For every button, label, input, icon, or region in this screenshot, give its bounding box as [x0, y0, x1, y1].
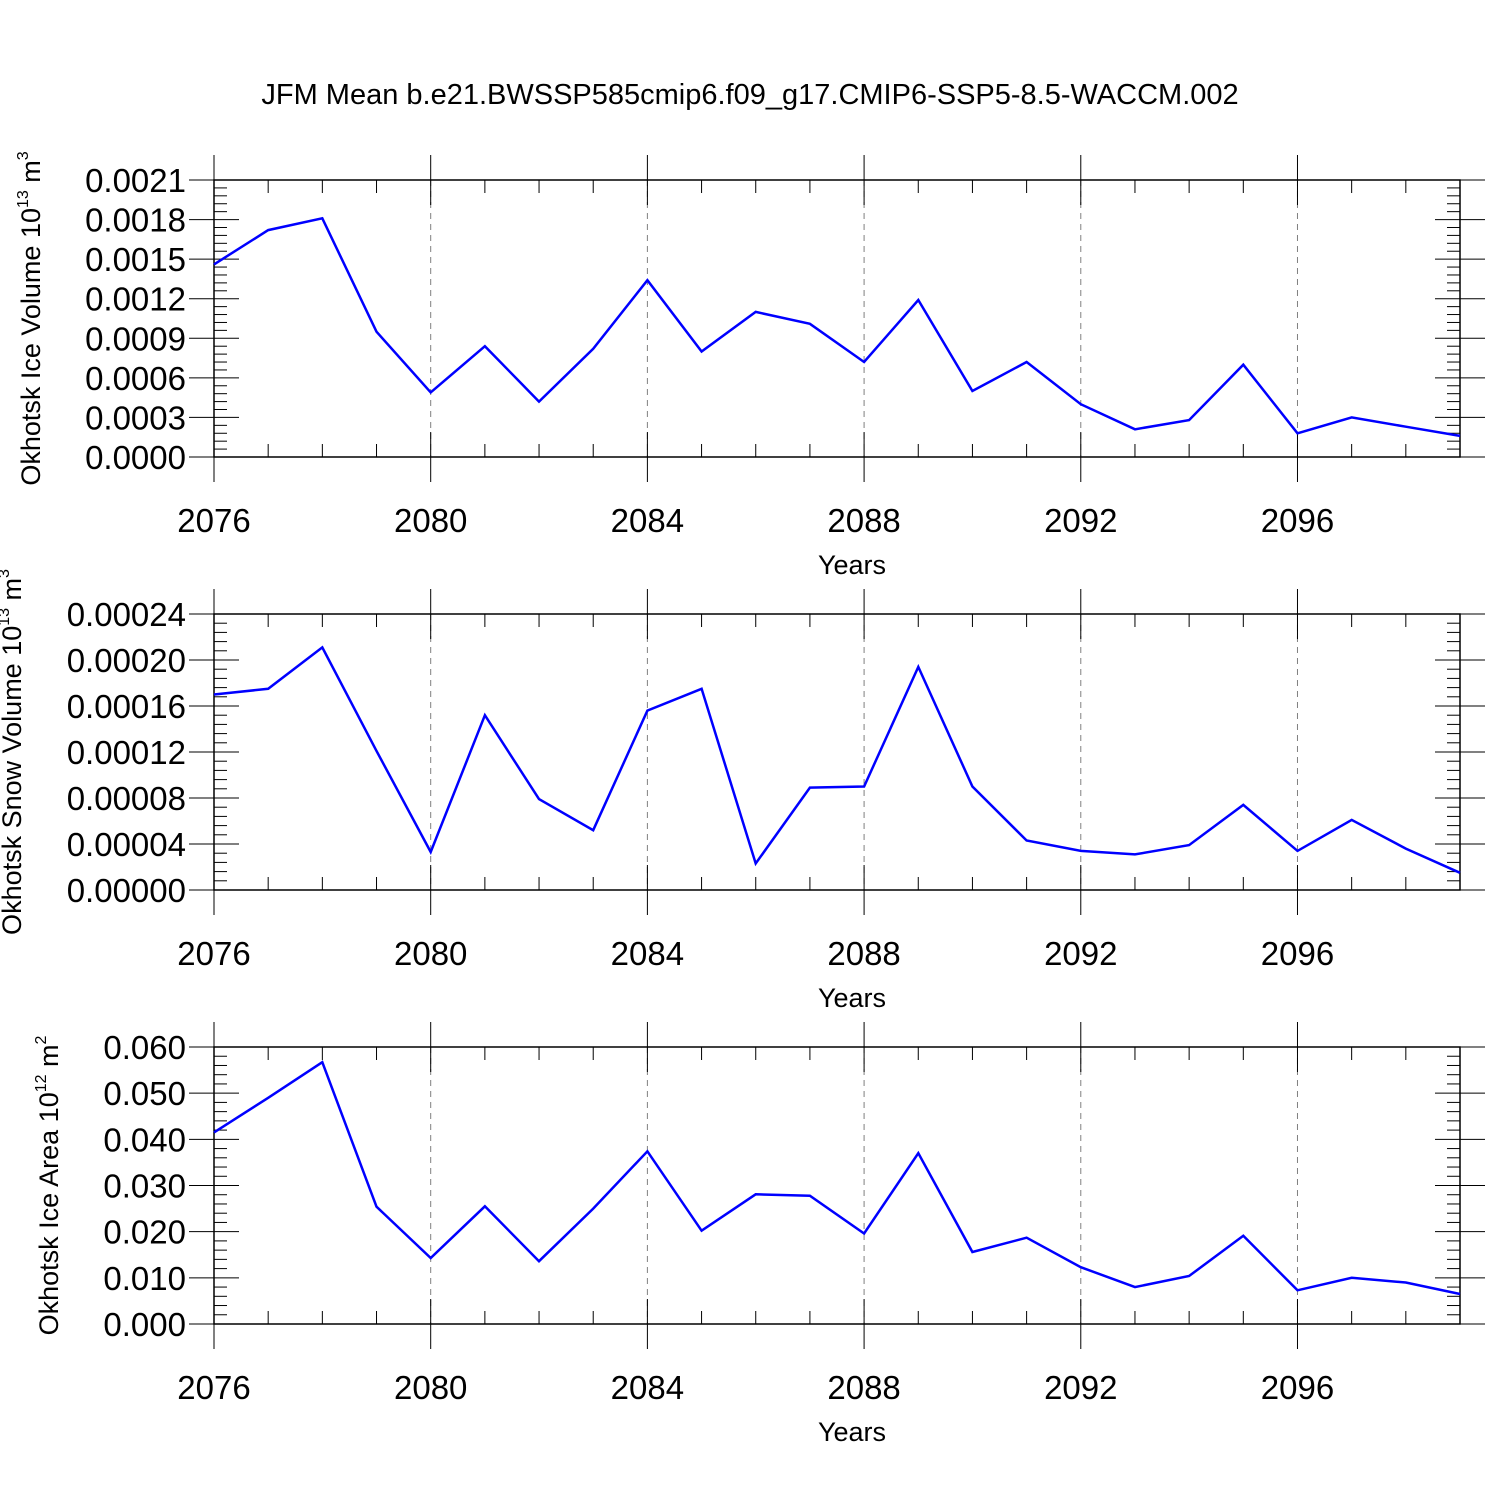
y-tick-label: 0.00008 — [67, 780, 186, 817]
x-tick-label: 2080 — [394, 935, 467, 972]
plot-frame — [213, 179, 1461, 458]
plot-frame — [213, 1046, 1461, 1325]
x-tick-label: 2096 — [1261, 1369, 1334, 1406]
x-tick-label: 2092 — [1044, 502, 1117, 539]
y-tick-label: 0.00004 — [67, 826, 186, 863]
y-tick-label: 0.00012 — [67, 734, 186, 771]
y-tick-label: 0.030 — [103, 1168, 186, 1205]
chart-panel-3: 2076 2080 2084 2088 2092 2096 Years 0.000 0.010 0… — [33, 1022, 1485, 1447]
y-tick-label: 0.00020 — [67, 642, 186, 679]
x-tick-label: 2092 — [1044, 935, 1117, 972]
y-tick-label: 0.0003 — [85, 399, 186, 436]
y-axis-label: Okhotsk Snow Volume 1013 m3 — [0, 569, 27, 935]
y-tick-label: 0.050 — [103, 1075, 186, 1112]
y-tick-label: 0.0018 — [85, 202, 186, 239]
series-line — [213, 645, 1461, 874]
x-tick-label: 2088 — [827, 502, 900, 539]
x-tick-label: 2088 — [827, 1369, 900, 1406]
y-tick-label: 0.0000 — [85, 439, 186, 476]
y-tick-label: 0.0015 — [85, 241, 186, 278]
y-tick-label: 0.00000 — [67, 872, 186, 909]
series-line — [213, 1060, 1461, 1296]
x-tick-label: 2092 — [1044, 1369, 1117, 1406]
x-tick-label: 2084 — [611, 1369, 684, 1406]
y-tick-label: 0.0006 — [85, 360, 186, 397]
chart-panel-2: 2076 2080 2084 2088 2092 2096 Years 0.00000 0.00… — [0, 569, 1485, 1013]
x-axis-label: Years — [818, 1417, 886, 1447]
x-tick-label: 2096 — [1261, 935, 1334, 972]
x-axis-label: Years — [818, 550, 886, 580]
x-tick-label: 2084 — [611, 935, 684, 972]
x-tick-label: 2076 — [177, 1369, 250, 1406]
x-tick-label: 2080 — [394, 1369, 467, 1406]
y-tick-label: 0.020 — [103, 1214, 186, 1251]
x-tick-label: 2076 — [177, 502, 250, 539]
y-tick-label: 0.010 — [103, 1260, 186, 1297]
plot-frame — [213, 613, 1461, 891]
x-axis-label: Years — [818, 983, 886, 1013]
y-tick-label: 0.0021 — [85, 162, 186, 199]
y-tick-label: 0.0009 — [85, 320, 186, 357]
y-axis-label: Okhotsk Ice Volume 1013 m3 — [15, 151, 46, 485]
x-tick-label: 2080 — [394, 502, 467, 539]
chart-title: JFM Mean b.e21.BWSSP585cmip6.f09_g17.CMI… — [261, 79, 1238, 111]
x-tick-label: 2076 — [177, 935, 250, 972]
chart-panel-1: 2076 2080 2084 2088 2092 2096Years0.00000.000… — [15, 151, 1485, 580]
y-tick-label: 0.000 — [103, 1306, 186, 1343]
y-axis-label: Okhotsk Ice Area 1012 m2 — [33, 1035, 64, 1335]
y-tick-label: 0.00016 — [67, 688, 186, 725]
y-tick-label: 0.060 — [103, 1029, 186, 1066]
y-tick-label: 0.0012 — [85, 281, 186, 318]
x-tick-label: 2084 — [611, 502, 684, 539]
x-tick-label: 2088 — [827, 935, 900, 972]
x-tick-label: 2096 — [1261, 502, 1334, 539]
y-tick-label: 0.040 — [103, 1121, 186, 1158]
y-tick-label: 0.00024 — [67, 596, 186, 633]
series-line — [213, 216, 1461, 438]
